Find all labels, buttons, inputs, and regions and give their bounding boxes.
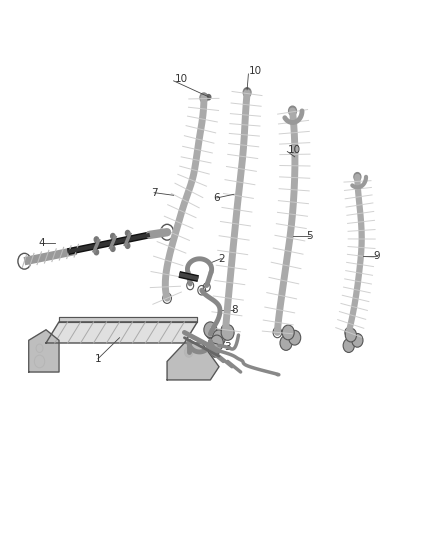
Polygon shape xyxy=(46,322,198,343)
Circle shape xyxy=(293,155,297,160)
Circle shape xyxy=(94,237,99,242)
Circle shape xyxy=(352,334,363,347)
Text: 7: 7 xyxy=(151,188,157,198)
Text: 10: 10 xyxy=(175,74,188,84)
Text: 10: 10 xyxy=(288,146,301,156)
Circle shape xyxy=(243,88,251,97)
Text: 6: 6 xyxy=(214,193,220,203)
Circle shape xyxy=(245,88,249,93)
Text: 9: 9 xyxy=(374,251,380,261)
Circle shape xyxy=(282,325,294,340)
Polygon shape xyxy=(29,330,59,372)
Text: 8: 8 xyxy=(231,305,237,315)
Circle shape xyxy=(345,328,357,342)
Circle shape xyxy=(184,346,193,357)
Circle shape xyxy=(94,249,99,255)
Text: 1: 1 xyxy=(95,354,101,364)
Polygon shape xyxy=(167,343,219,380)
Circle shape xyxy=(125,230,130,236)
Text: 4: 4 xyxy=(39,238,45,248)
Circle shape xyxy=(210,335,223,351)
Polygon shape xyxy=(59,317,198,322)
Text: 5: 5 xyxy=(307,231,313,241)
Circle shape xyxy=(125,243,130,248)
Circle shape xyxy=(221,325,234,341)
Circle shape xyxy=(206,94,211,100)
Circle shape xyxy=(289,330,301,345)
Text: 2: 2 xyxy=(218,254,224,264)
Circle shape xyxy=(354,173,361,181)
Circle shape xyxy=(111,246,115,252)
Circle shape xyxy=(210,346,219,357)
Text: 10: 10 xyxy=(249,66,262,76)
Circle shape xyxy=(200,93,208,102)
Circle shape xyxy=(289,106,297,116)
Circle shape xyxy=(111,233,115,239)
Circle shape xyxy=(204,322,217,338)
Circle shape xyxy=(343,339,354,352)
Text: 3: 3 xyxy=(224,342,231,352)
Circle shape xyxy=(212,330,226,345)
Circle shape xyxy=(280,336,292,350)
